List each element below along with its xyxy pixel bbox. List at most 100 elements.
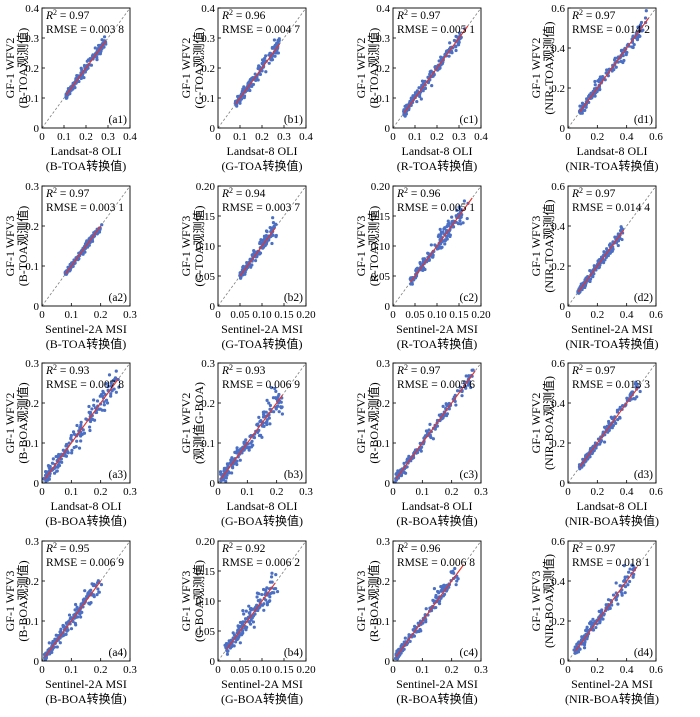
y-tick-label: 0.3 — [25, 536, 39, 548]
y-axis-label-sub: (G-BOA观测值) — [191, 560, 206, 642]
scatter-point — [234, 640, 238, 644]
scatter-point — [417, 629, 421, 634]
scatter-point — [584, 628, 588, 633]
scatter-point — [256, 78, 260, 82]
y-tick-label: 0.05 — [371, 271, 391, 283]
scatter-point — [458, 385, 462, 389]
scatter-point — [428, 72, 432, 76]
scatter-point — [53, 637, 57, 641]
scatter-point — [614, 598, 618, 602]
scatter-point — [66, 451, 70, 455]
fit-line — [574, 566, 638, 652]
y-axis-label-sub: (G-TOA观测值) — [191, 205, 206, 286]
scatter-point — [233, 450, 237, 454]
scatter-point — [265, 586, 269, 590]
scatter-point — [619, 49, 624, 53]
scatter-point — [56, 464, 60, 468]
scatter-point — [436, 589, 440, 594]
scatter-point — [257, 433, 262, 438]
y-tick-label: 0.3 — [25, 358, 39, 370]
scatter-point — [225, 473, 229, 477]
x-tick-label: 0.15 — [274, 664, 294, 676]
fit-line — [395, 370, 476, 480]
scatter-point — [625, 575, 630, 579]
chart-panel-b4: 0 0.05 0.10 0.15 0.2000.050.100.150.20Sentin… — [179, 536, 316, 706]
scatter-point — [603, 426, 608, 430]
scatter-point — [95, 55, 99, 59]
r-squared-label: R2 = 0.95 — [45, 541, 90, 556]
scatter-point — [247, 620, 251, 624]
scatter-point — [104, 398, 109, 402]
scatter-point — [89, 63, 94, 67]
scatter-point — [59, 627, 63, 631]
plot-frame — [392, 540, 482, 662]
scatter-point — [80, 610, 84, 615]
scatter-point — [100, 223, 104, 227]
scatter-point — [575, 642, 579, 646]
y-axis-label-sub: (R-BOA观测值) — [366, 382, 381, 463]
scatter-point — [99, 583, 104, 587]
scatter-point — [639, 20, 644, 25]
scatter-point — [260, 592, 264, 597]
scatter-point — [261, 423, 265, 427]
x-axis-label-sub: (NIR-TOA转换值) — [565, 158, 658, 173]
r-squared-label: R2 = 0.97 — [571, 363, 616, 378]
scatter-point — [627, 579, 632, 584]
x-axis-label: Sentinel-2A MSI — [396, 322, 478, 336]
y-tick-label: 0 — [210, 301, 216, 313]
x-tick-label: 0.3 — [299, 486, 313, 498]
x-tick-label: 0.05 — [230, 664, 250, 676]
y-tick-label: 0 — [560, 656, 566, 668]
scatter-point — [103, 408, 107, 412]
rmse-label: RMSE = 0.003 8 — [46, 24, 124, 36]
scatter-point — [589, 269, 593, 273]
scatter-point — [600, 76, 604, 80]
scatter-point — [56, 456, 60, 460]
scatter-point — [101, 394, 105, 398]
y-axis-label: GF-1 WFV2 — [529, 38, 543, 99]
scatter-point — [260, 61, 264, 66]
x-tick-label: 0.10 — [252, 664, 272, 676]
scatter-point — [86, 58, 91, 62]
scatter-point — [46, 464, 51, 468]
y-tick-label: 0.4 — [551, 576, 565, 588]
scatter-point — [634, 385, 638, 389]
y-tick-label: 0.3 — [376, 536, 390, 548]
rmse-label: RMSE = 0.006 9 — [46, 557, 124, 569]
scatter-point — [415, 99, 419, 104]
scatter-point — [87, 404, 91, 409]
x-axis-label-sub: (R-BOA转换值) — [396, 691, 477, 706]
scatter-point — [271, 233, 275, 237]
x-tick-label: 0 — [565, 664, 571, 676]
scatter-point — [247, 611, 251, 615]
scatter-point — [79, 76, 83, 81]
scatter-point — [268, 422, 272, 426]
y-tick-label: 0.2 — [376, 398, 390, 410]
plot-frame — [392, 362, 482, 484]
scatter-point — [271, 216, 275, 220]
scatter-point — [465, 216, 469, 221]
scatter-point — [635, 38, 640, 42]
x-tick-label: 0 — [565, 131, 571, 143]
panel-label: (b2) — [284, 292, 303, 304]
scatter-point — [416, 450, 420, 455]
scatter-point — [242, 612, 246, 616]
scatter-point — [577, 640, 581, 644]
x-tick-label: 0.20 — [296, 664, 316, 676]
y-axis-label-sub: (NIR-TOA观测值) — [541, 199, 556, 292]
scatter-point — [244, 609, 248, 613]
scatter-point — [275, 43, 279, 47]
x-tick-label: 0.2 — [94, 309, 108, 321]
scatter-point — [262, 410, 266, 414]
scatter-point — [79, 439, 83, 443]
scatter-point — [444, 228, 449, 232]
scatter-point — [607, 243, 612, 247]
y-tick-label: 0 — [210, 478, 216, 490]
scatter-point — [224, 642, 229, 646]
scatter-point — [93, 46, 97, 50]
scatter-points — [223, 571, 280, 656]
scatter-point — [92, 595, 96, 599]
